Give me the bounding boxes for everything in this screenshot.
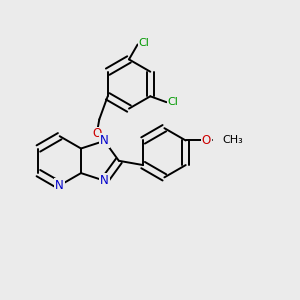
Text: Cl: Cl	[168, 97, 178, 107]
Text: N: N	[100, 134, 109, 147]
Text: Cl: Cl	[139, 38, 150, 48]
Text: O: O	[202, 134, 211, 147]
Text: O: O	[92, 128, 101, 140]
Text: N: N	[100, 174, 109, 187]
Text: N: N	[55, 179, 64, 192]
Text: CH₃: CH₃	[222, 136, 243, 146]
